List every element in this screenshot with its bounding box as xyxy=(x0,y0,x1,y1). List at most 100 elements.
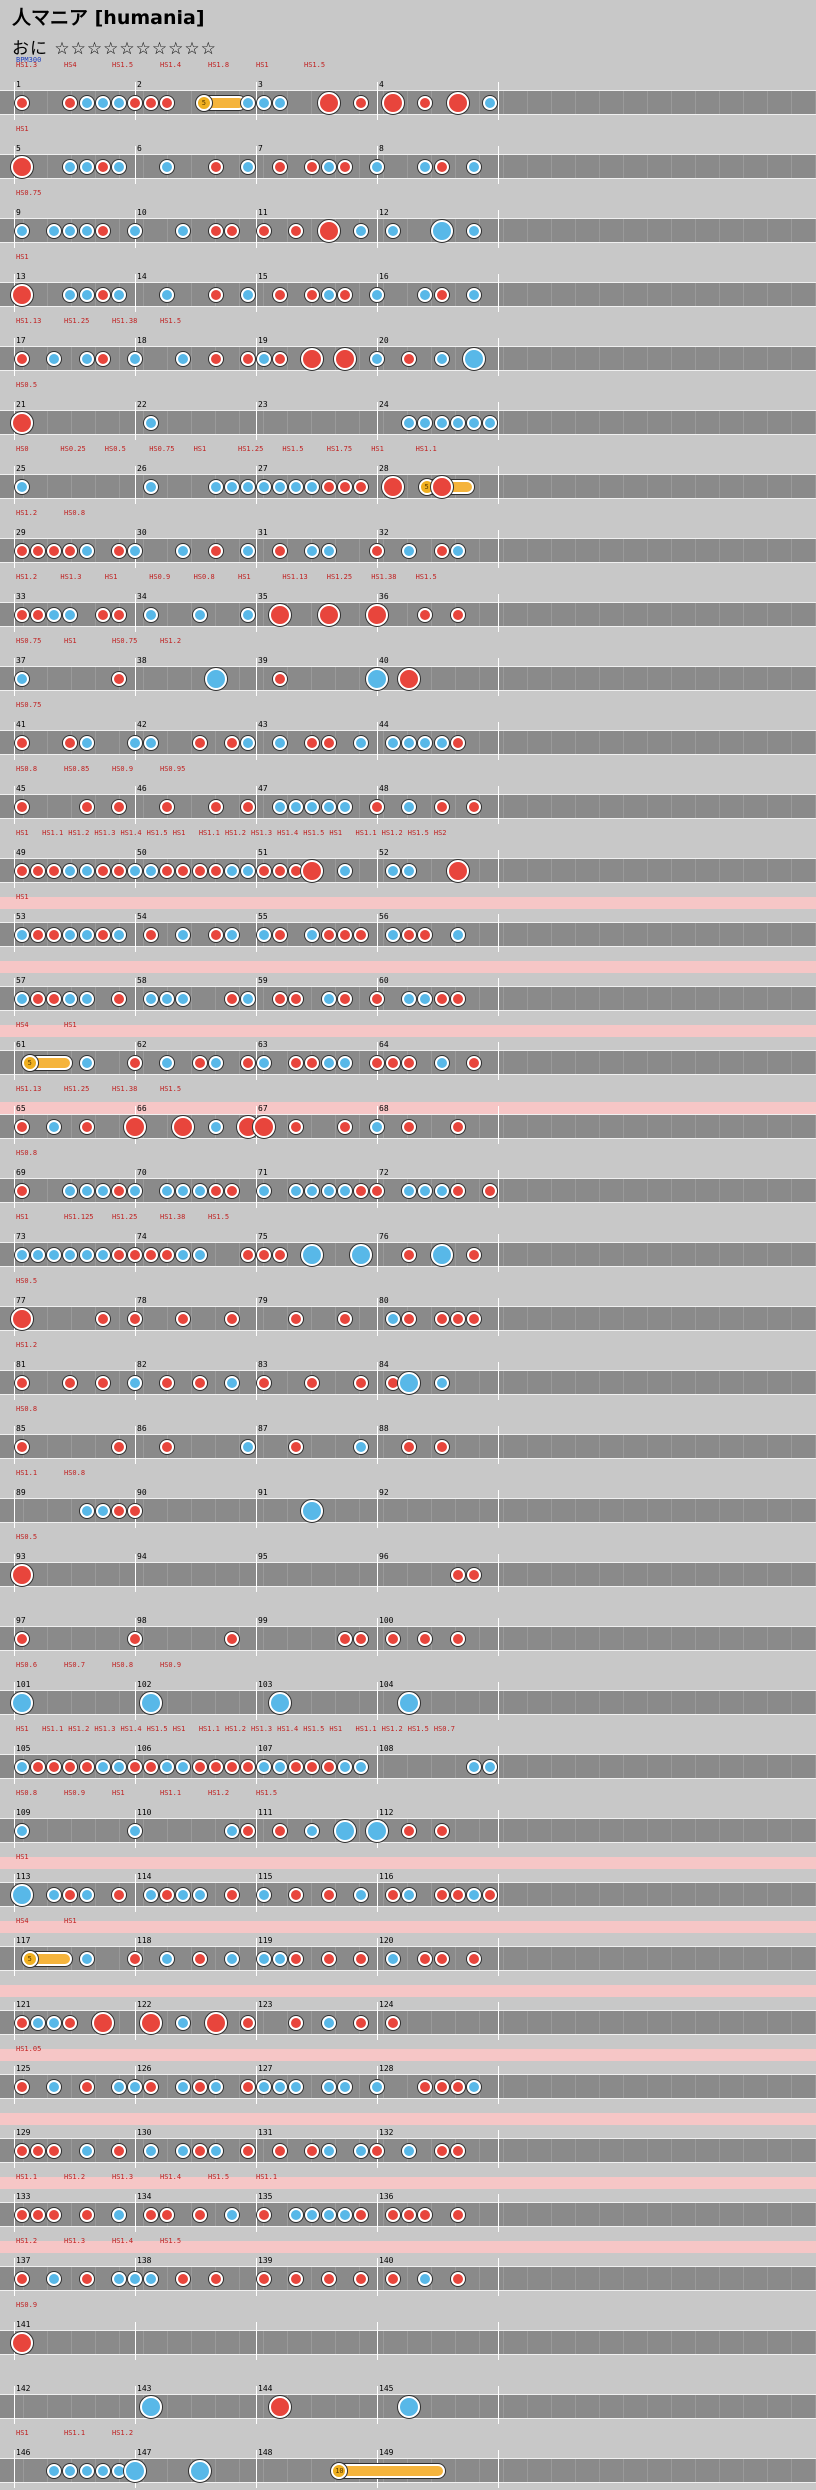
ka-note xyxy=(95,1760,110,1774)
scroll-speed-label: HS1 xyxy=(64,637,77,645)
measure-number: 142 xyxy=(16,2384,31,2393)
scroll-speed-label: HS4 xyxy=(64,61,77,69)
don-note xyxy=(418,2080,433,2094)
measure-row: 113 114 115 116 HS1 xyxy=(0,1850,816,1914)
bar-line xyxy=(135,2386,136,2424)
don-note xyxy=(305,736,320,750)
don-note xyxy=(418,1952,433,1966)
don-note xyxy=(337,480,352,494)
measure-number: 100 xyxy=(379,1616,394,1625)
scroll-speed-label: HS0.75 xyxy=(16,189,42,197)
bar-line xyxy=(14,338,15,376)
don-note xyxy=(434,288,449,302)
bar-line xyxy=(498,1938,499,1976)
bar-line xyxy=(256,1874,257,1912)
don-note xyxy=(144,96,159,110)
ka-note xyxy=(63,928,78,942)
scroll-speed-label: HS0.8 xyxy=(16,1789,38,1797)
note-lane xyxy=(0,1946,816,1971)
don-note xyxy=(15,1632,30,1646)
don-note xyxy=(353,96,368,110)
measure-row: 65 66 67 68 HS1.13 HS1.25 HS1.38 HS1.5 xyxy=(0,1082,816,1146)
scroll-speed-label: HS1.25 xyxy=(64,1085,90,1093)
ka-note xyxy=(305,800,320,814)
ka-note xyxy=(337,1184,352,1198)
bar-line xyxy=(256,850,257,888)
don-note xyxy=(176,2272,191,2286)
bar-line xyxy=(256,722,257,760)
don-note xyxy=(160,1440,175,1454)
bar-line xyxy=(498,274,499,312)
don-note xyxy=(273,352,288,366)
ka-note xyxy=(144,2144,159,2158)
scroll-speed-label: HS1.2 xyxy=(381,829,403,837)
don-big-note xyxy=(398,668,421,690)
bar-line xyxy=(256,1426,257,1464)
measure-number: 56 xyxy=(379,912,389,921)
measure-number: 95 xyxy=(258,1552,268,1561)
ka-note xyxy=(63,288,78,302)
ka-big-note xyxy=(188,2460,211,2482)
don-note xyxy=(353,2208,368,2222)
don-note xyxy=(160,800,175,814)
measure-row: 117 118 119 120 HS4 HS1 5 xyxy=(0,1914,816,1978)
bar-line xyxy=(498,146,499,184)
don-note xyxy=(370,800,384,814)
don-big-note xyxy=(11,412,34,434)
measure-number: 66 xyxy=(137,1104,147,1113)
don-note xyxy=(450,1312,465,1326)
don-note xyxy=(353,1952,368,1966)
bar-line xyxy=(498,850,499,888)
measure-number: 65 xyxy=(16,1104,26,1113)
don-big-note xyxy=(317,220,340,242)
measure-number: 119 xyxy=(258,1936,273,1945)
don-note xyxy=(63,2016,78,2030)
scroll-speed-label: HS0.5 xyxy=(16,381,38,389)
don-big-note xyxy=(317,92,340,114)
ka-note xyxy=(176,224,191,238)
scroll-speed-label: HS0.6 xyxy=(16,1661,38,1669)
don-note xyxy=(386,1888,401,1902)
ka-note xyxy=(208,2080,223,2094)
ka-note xyxy=(337,800,352,814)
bar-line xyxy=(135,978,136,1016)
ka-note xyxy=(466,1888,481,1902)
scroll-speed-label: HS0.8 xyxy=(16,765,38,773)
measure-number: 67 xyxy=(258,1104,268,1113)
don-note xyxy=(47,2208,62,2222)
don-note xyxy=(111,1504,126,1518)
bar-line xyxy=(135,786,136,824)
don-note xyxy=(337,1632,352,1646)
bar-line xyxy=(135,146,136,184)
scroll-speed-label: HS1.5 xyxy=(256,1789,278,1797)
ka-note xyxy=(176,992,191,1006)
ka-note xyxy=(402,992,417,1006)
don-note xyxy=(321,480,336,494)
ka-note xyxy=(402,800,417,814)
measure-row: 53 54 55 56 HS1 xyxy=(0,890,816,954)
ka-big-note xyxy=(301,1500,324,1522)
don-note xyxy=(208,928,223,942)
don-note xyxy=(466,1952,481,1966)
ka-note xyxy=(434,736,449,750)
difficulty-row: おに ☆☆☆☆☆☆☆☆☆☆ xyxy=(12,34,217,59)
bar-line xyxy=(14,2258,15,2296)
ka-note xyxy=(353,736,368,750)
scroll-speed-label: HS1 xyxy=(16,2429,29,2437)
bar-line xyxy=(498,2258,499,2296)
measure-number: 124 xyxy=(379,2000,394,2009)
don-note xyxy=(15,1440,30,1454)
don-note xyxy=(353,928,368,942)
ka-note xyxy=(370,2080,384,2094)
ka-note xyxy=(402,2144,417,2158)
scroll-speed-label: HS0.9 xyxy=(16,2301,38,2309)
don-note xyxy=(418,608,433,622)
ka-note xyxy=(321,992,336,1006)
don-note xyxy=(337,992,352,1006)
measure-number: 121 xyxy=(16,2000,31,2009)
ka-note xyxy=(289,480,304,494)
ka-note xyxy=(208,1120,223,1134)
scroll-speed-label: HS1 xyxy=(16,1213,29,1221)
measure-number: 71 xyxy=(258,1168,268,1177)
bar-line xyxy=(14,1490,15,1528)
